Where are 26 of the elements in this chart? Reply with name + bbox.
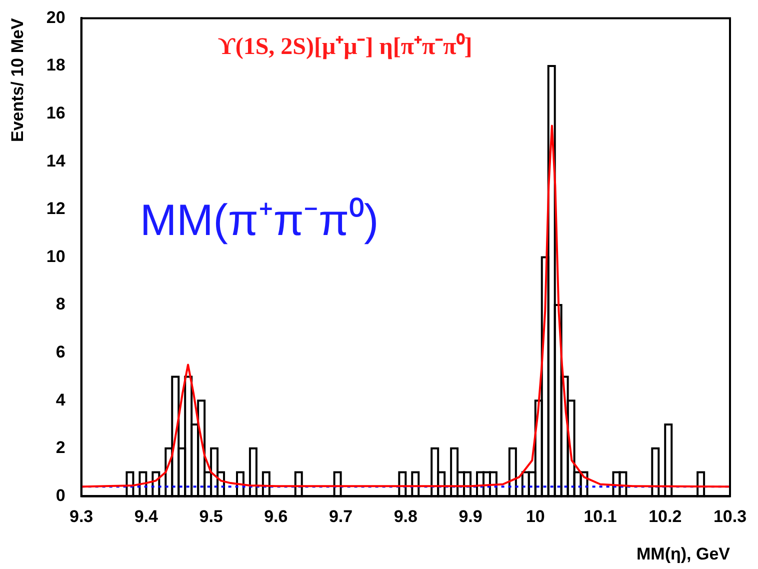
x-tick-label: 9.7 xyxy=(328,507,353,526)
y-tick-label: 18 xyxy=(46,56,66,75)
x-tick-label: 9.8 xyxy=(394,507,418,526)
x-tick-label: 10.3 xyxy=(713,507,747,526)
y-tick-label: 8 xyxy=(56,294,66,314)
x-axis-title: MM(η), GeV xyxy=(636,544,731,564)
x-tick-label: 9.6 xyxy=(264,507,288,526)
y-tick-label: 20 xyxy=(46,8,66,27)
x-tick-label: 10.2 xyxy=(648,507,682,526)
annotation: ϒ(1S, 2S)[μ⁺μ⁻] η[π⁺π⁻π⁰] xyxy=(218,32,472,61)
y-tick-label: 0 xyxy=(56,486,66,505)
y-tick-label: 4 xyxy=(56,390,66,410)
y-axis-title: Events/ 10 MeV xyxy=(8,18,27,142)
y-tick-label: 14 xyxy=(46,151,66,170)
y-tick-label: 12 xyxy=(46,199,66,218)
annotation: MM(π⁺π⁻π⁰) xyxy=(140,195,379,247)
y-tick-label: 6 xyxy=(56,342,66,362)
x-tick-label: 9.4 xyxy=(134,507,159,526)
y-tick-label: 16 xyxy=(46,103,66,122)
x-tick-label: 9.3 xyxy=(69,507,94,526)
y-tick-label: 10 xyxy=(46,246,66,266)
y-tick-label: 2 xyxy=(56,438,66,458)
x-tick-label: 9.9 xyxy=(458,507,482,526)
x-tick-label: 10 xyxy=(526,507,545,526)
x-tick-label: 10.1 xyxy=(584,507,617,526)
x-tick-label: 9.5 xyxy=(199,507,223,526)
